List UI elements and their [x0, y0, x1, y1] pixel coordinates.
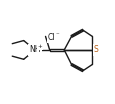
Text: S: S [93, 45, 98, 54]
Text: S: S [93, 45, 98, 54]
Text: NH: NH [29, 45, 40, 54]
Text: ⁻: ⁻ [55, 32, 59, 38]
Text: Cl: Cl [48, 33, 55, 42]
Text: +: + [37, 44, 42, 49]
